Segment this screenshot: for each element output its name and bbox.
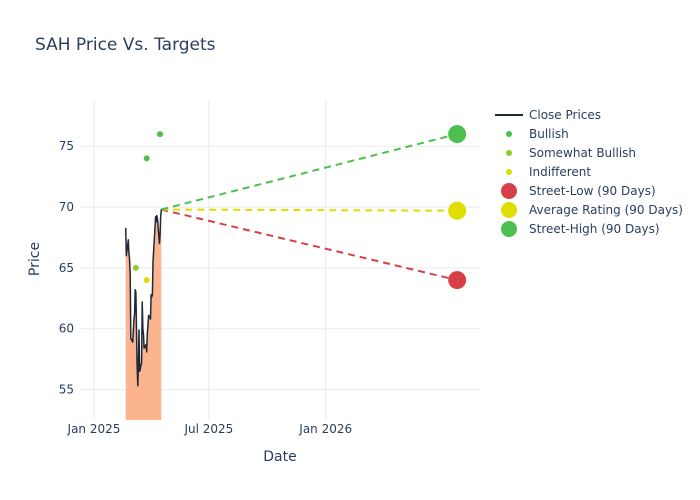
y-axis-title: Price (27, 242, 43, 276)
analyst-rating-points (132, 131, 163, 284)
x-tick-label: Jul 2025 (183, 422, 233, 436)
street-high-target-marker (448, 125, 467, 144)
x-axis-ticks: Jan 2025 Jul 2025 Jan 2026 (67, 422, 353, 436)
street-low-target-line (161, 208, 458, 282)
legend: Close Prices Bullish Somewhat Bullish Indif… (495, 108, 683, 237)
y-tick-label: 75 (59, 139, 74, 153)
legend-swatch-dot (506, 169, 512, 175)
legend-label: Street-High (90 Days) (529, 222, 660, 236)
street-low-target-marker (448, 271, 467, 290)
legend-swatch-marker (501, 183, 517, 199)
x-tick-label: Jan 2026 (298, 422, 352, 436)
close-price-line (124, 209, 163, 387)
y-tick-label: 70 (59, 200, 74, 214)
legend-swatch-dot (506, 131, 512, 137)
close-price-fill (125, 209, 162, 420)
legend-label: Somewhat Bullish (529, 146, 636, 160)
legend-label: Indifferent (529, 165, 591, 179)
average-target-line (161, 208, 458, 212)
y-tick-label: 65 (59, 261, 74, 275)
somewhat-bullish-rating-point (132, 264, 139, 271)
street-high-target-line (161, 133, 458, 211)
legend-swatch-marker (501, 221, 517, 237)
legend-swatch-marker (501, 202, 517, 218)
bullish-rating-point (157, 131, 163, 138)
legend-label: Close Prices (529, 108, 601, 122)
y-axis-ticks: 55 60 65 70 75 (59, 139, 74, 396)
legend-label: Average Rating (90 Days) (529, 203, 683, 217)
chart-title: SAH Price Vs. Targets (35, 35, 216, 55)
bullish-rating-point (143, 155, 150, 162)
legend-swatch-dot (506, 150, 512, 156)
target-lines (161, 133, 458, 282)
y-tick-label: 60 (59, 322, 74, 336)
x-axis-title: Date (263, 449, 296, 465)
close-price-line-group (124, 209, 163, 387)
average-target-marker (448, 201, 467, 220)
indifferent-rating-point (143, 277, 150, 284)
grid-lines (80, 100, 480, 420)
y-tick-label: 55 (59, 383, 74, 397)
legend-label: Street-Low (90 Days) (529, 184, 656, 198)
x-tick-label: Jan 2025 (67, 422, 121, 436)
legend-label: Bullish (529, 127, 569, 141)
close-price-area (125, 209, 162, 420)
target-markers (448, 125, 467, 290)
